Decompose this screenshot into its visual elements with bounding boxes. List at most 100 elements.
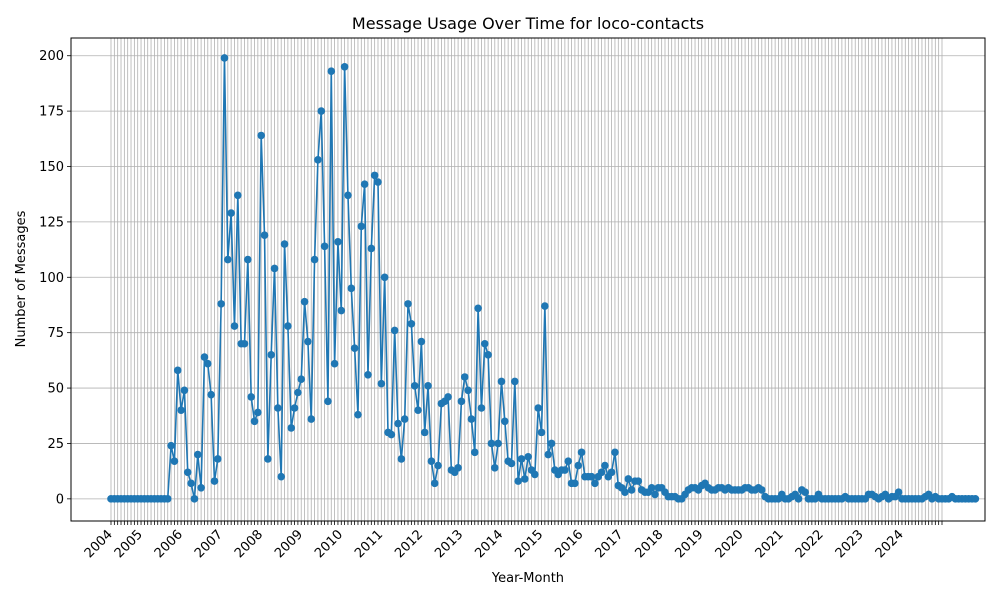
data-point [220, 54, 229, 62]
data-point [464, 386, 472, 395]
data-point [430, 479, 439, 488]
data-point [541, 302, 549, 310]
x-axis-title: Year-Month [491, 571, 564, 586]
data-point [214, 455, 222, 463]
x-tick-label: 2011 [352, 527, 386, 561]
x-gridlines [110, 38, 943, 521]
data-point [180, 386, 189, 395]
data-point [544, 450, 552, 459]
data-point [444, 393, 452, 401]
data-point [260, 231, 269, 239]
data-point [227, 209, 235, 217]
y-tick-label: 175 [39, 105, 64, 120]
data-point [397, 455, 406, 463]
data-point [173, 366, 182, 375]
data-point [524, 452, 532, 461]
data-point [270, 264, 279, 273]
data-point [247, 393, 255, 401]
x-tick-label: 2021 [753, 527, 787, 561]
data-point [267, 351, 275, 359]
data-point [367, 244, 376, 253]
data-point [364, 370, 372, 379]
y-tick-label: 150 [39, 160, 64, 175]
data-point [517, 455, 526, 463]
data-point [521, 475, 529, 483]
data-point [193, 450, 202, 459]
data-point [484, 351, 492, 359]
data-point [621, 488, 629, 497]
x-tick-label: 2019 [673, 527, 707, 561]
data-point [257, 131, 265, 140]
y-tick-label: 200 [39, 49, 64, 64]
chart-title: Message Usage Over Time for loco-contact… [352, 14, 704, 33]
x-tick-label: 2013 [432, 527, 466, 561]
data-point [407, 320, 416, 328]
y-tick-label: 125 [39, 215, 64, 230]
x-tick-label: 2022 [793, 527, 827, 561]
data-point [280, 240, 289, 248]
data-point [340, 63, 349, 71]
data-point [350, 344, 359, 352]
data-point [410, 382, 419, 390]
x-tick-label: 2024 [873, 527, 907, 561]
data-point [547, 439, 556, 448]
x-tick-label: 2020 [713, 527, 747, 561]
data-point [480, 339, 489, 348]
data-point [647, 483, 656, 492]
data-point [564, 457, 573, 465]
data-point [561, 466, 569, 474]
x-tick-label: 2014 [472, 527, 506, 561]
x-tick-label: 2005 [112, 527, 146, 561]
data-point [531, 470, 539, 479]
data-point [300, 297, 309, 306]
data-point [971, 495, 980, 503]
x-tick-label: 2012 [392, 527, 426, 561]
data-point [374, 178, 382, 186]
data-point [274, 404, 282, 412]
x-tick-label: 2018 [632, 527, 666, 561]
data-point [287, 424, 296, 432]
data-point [394, 419, 402, 428]
data-point [537, 428, 546, 437]
data-point [571, 479, 579, 488]
y-tick-label: 25 [47, 437, 64, 452]
data-point [240, 339, 249, 348]
data-point [230, 322, 239, 330]
data-point [601, 461, 609, 470]
data-point [200, 353, 209, 361]
x-tick-label: 2008 [232, 527, 266, 561]
y-tick-label: 100 [39, 271, 64, 286]
data-point [597, 468, 606, 477]
data-point [377, 379, 386, 388]
x-tick-label: 2010 [312, 527, 346, 561]
data-point [487, 439, 496, 448]
y-tick-label: 0 [56, 492, 64, 507]
data-point [330, 359, 339, 368]
data-point [511, 377, 519, 386]
data-point [420, 428, 429, 437]
data-point [183, 468, 192, 477]
data-point [224, 255, 232, 264]
data-point [574, 461, 583, 470]
data-point [587, 472, 596, 481]
data-point [651, 490, 659, 499]
data-point [470, 448, 479, 457]
data-point [534, 404, 542, 412]
data-point [501, 417, 509, 426]
data-point [337, 306, 346, 315]
data-point [314, 156, 322, 164]
x-tick-label: 2015 [512, 527, 546, 561]
data-point [417, 337, 426, 346]
data-point [894, 488, 903, 497]
data-point [624, 475, 633, 483]
data-point [387, 430, 396, 439]
x-tick-label: 2006 [152, 527, 186, 561]
x-tick-label: 2016 [552, 527, 586, 561]
y-axis-title: Number of Messages [14, 210, 29, 347]
data-point [354, 410, 362, 419]
x-tick-label: 2004 [82, 527, 116, 561]
data-point [234, 191, 242, 200]
data-point [327, 67, 336, 76]
data-point [190, 495, 199, 503]
